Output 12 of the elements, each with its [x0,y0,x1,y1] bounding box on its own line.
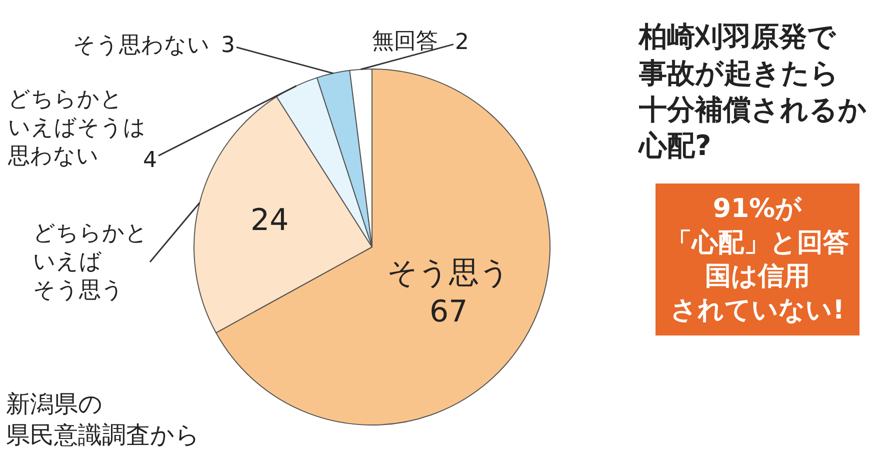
text: 91%が「心配」と回答国は信用されていない! [666,194,849,326]
data-label: 4 [143,148,157,173]
data-label: 2 [455,30,469,55]
text: 柏崎刈羽原発で事故が起きたら十分補償されるか心配? [637,20,867,162]
text: 新潟県の県民意識調査から [6,390,200,450]
slice-label: どちらかといえばそう思う [33,221,148,304]
data-label: 24 [250,203,289,238]
data-label: 67 [430,294,468,330]
slice-label: そう思う [387,255,510,290]
slice-label: 無回答 [372,29,438,54]
slice-label: そう思わない [73,33,210,58]
data-label: 3 [221,33,235,58]
